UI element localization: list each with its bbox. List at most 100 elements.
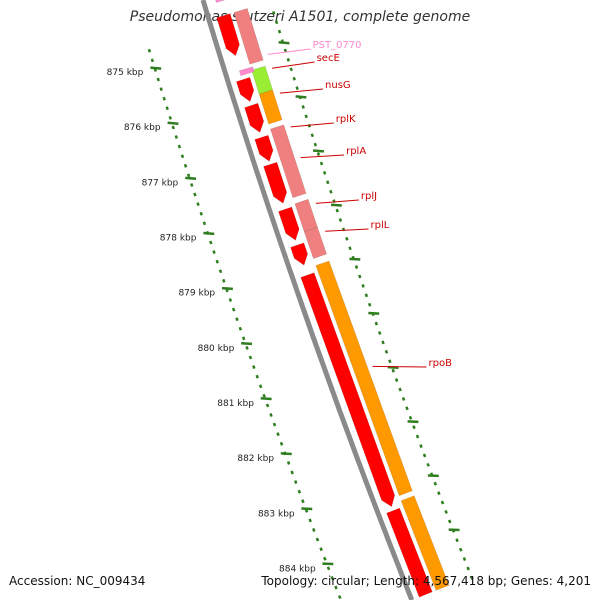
major-tick <box>295 95 307 99</box>
minor-tick <box>147 48 152 53</box>
minor-tick <box>269 413 273 417</box>
minor-tick <box>470 575 474 580</box>
minor-tick <box>186 173 191 178</box>
minor-tick <box>196 202 200 207</box>
minor-tick <box>262 393 266 398</box>
minor-tick <box>412 425 416 430</box>
cds-feature <box>278 206 300 241</box>
gene-leader-line <box>315 199 359 204</box>
ruler-layer: 875 kbp 876 kbp 877 kbp 878 kbp 879 kbp 880 k… <box>107 10 474 600</box>
minor-tick <box>381 340 385 345</box>
minor-tick <box>312 528 316 532</box>
major-tick <box>260 397 272 401</box>
pseudogene-feature <box>238 66 255 77</box>
minor-tick <box>274 20 279 25</box>
accession-text: Accession: NC_009434 <box>9 574 146 588</box>
cds-feature <box>263 161 288 204</box>
gene-leader-line <box>325 228 369 232</box>
gene-label: PST_0770 <box>313 40 362 51</box>
gene-feature <box>251 65 273 95</box>
minor-tick <box>391 368 395 373</box>
minor-tick <box>335 208 339 213</box>
minor-tick <box>212 250 216 254</box>
minor-tick <box>415 434 420 439</box>
ruler-label: 882 kbp <box>237 454 274 464</box>
minor-tick <box>419 444 423 448</box>
minor-tick <box>316 152 321 156</box>
gene-label: secE <box>317 53 340 64</box>
minor-tick <box>326 180 330 185</box>
minor-tick <box>326 566 331 571</box>
minor-tick <box>168 115 172 120</box>
minor-tick <box>231 307 236 312</box>
minor-tick <box>156 77 160 82</box>
minor-tick <box>165 106 169 111</box>
minor-tick <box>374 321 379 326</box>
minor-tick <box>183 163 188 168</box>
major-tick <box>349 257 361 261</box>
major-tick <box>330 203 342 207</box>
minor-tick <box>459 547 463 552</box>
minor-tick <box>315 537 320 542</box>
minor-tick <box>295 86 299 91</box>
label-layer: PST_0770 secE nusG rplK rplA rplJ rplL rpoB <box>267 40 452 369</box>
minor-tick <box>199 211 203 216</box>
ruler-label: 884 kbp <box>279 565 316 575</box>
gene-label: rplL <box>371 220 390 231</box>
minor-tick <box>377 331 382 335</box>
minor-tick <box>448 519 452 524</box>
minor-tick <box>466 566 470 571</box>
gene-feature <box>315 260 413 497</box>
major-tick <box>203 231 215 236</box>
ruler-label: 881 kbp <box>217 399 254 409</box>
minor-tick <box>329 189 333 194</box>
gene-label: rplA <box>346 146 366 157</box>
minor-tick <box>398 387 402 392</box>
minor-tick <box>272 422 277 427</box>
gene-leader-line <box>300 154 345 159</box>
minor-tick <box>293 480 298 485</box>
gene-leader-line <box>271 61 315 69</box>
minor-tick <box>401 397 406 401</box>
inner-ruler <box>147 48 342 600</box>
minor-tick <box>177 144 182 149</box>
minor-tick <box>408 415 413 420</box>
major-tick <box>241 341 253 346</box>
minor-tick <box>190 183 194 187</box>
feature-layer <box>215 0 450 598</box>
major-tick <box>150 66 162 70</box>
cds-feature <box>216 13 240 57</box>
minor-tick <box>337 595 342 600</box>
backbone-line <box>200 0 415 600</box>
gene-feature <box>400 495 450 591</box>
minor-tick <box>180 154 185 159</box>
cds-feature <box>254 134 274 162</box>
minor-tick <box>308 518 312 523</box>
minor-tick <box>301 105 305 109</box>
minor-tick <box>367 302 372 307</box>
minor-tick <box>171 125 175 130</box>
minor-tick <box>286 58 290 62</box>
minor-tick <box>245 345 249 350</box>
minor-tick <box>319 547 323 552</box>
minor-tick <box>238 326 243 331</box>
minor-tick <box>310 133 314 138</box>
gene-feature <box>303 226 327 259</box>
major-tick <box>387 365 399 369</box>
pseudogene-feature <box>215 0 226 3</box>
map-title: Pseudomonas stutzeri A1501, complete gen… <box>129 9 471 25</box>
minor-tick <box>292 76 296 81</box>
minor-tick <box>388 359 392 364</box>
cds-feature <box>386 507 433 598</box>
minor-tick <box>433 481 438 486</box>
minor-tick <box>440 500 445 505</box>
minor-tick <box>276 432 280 437</box>
minor-tick <box>338 218 343 222</box>
gene-feature <box>270 124 307 199</box>
ruler-label: 878 kbp <box>160 234 197 244</box>
minor-tick <box>348 246 352 251</box>
minor-tick <box>364 293 369 298</box>
cds-feature <box>236 77 255 102</box>
minor-tick <box>272 10 276 15</box>
